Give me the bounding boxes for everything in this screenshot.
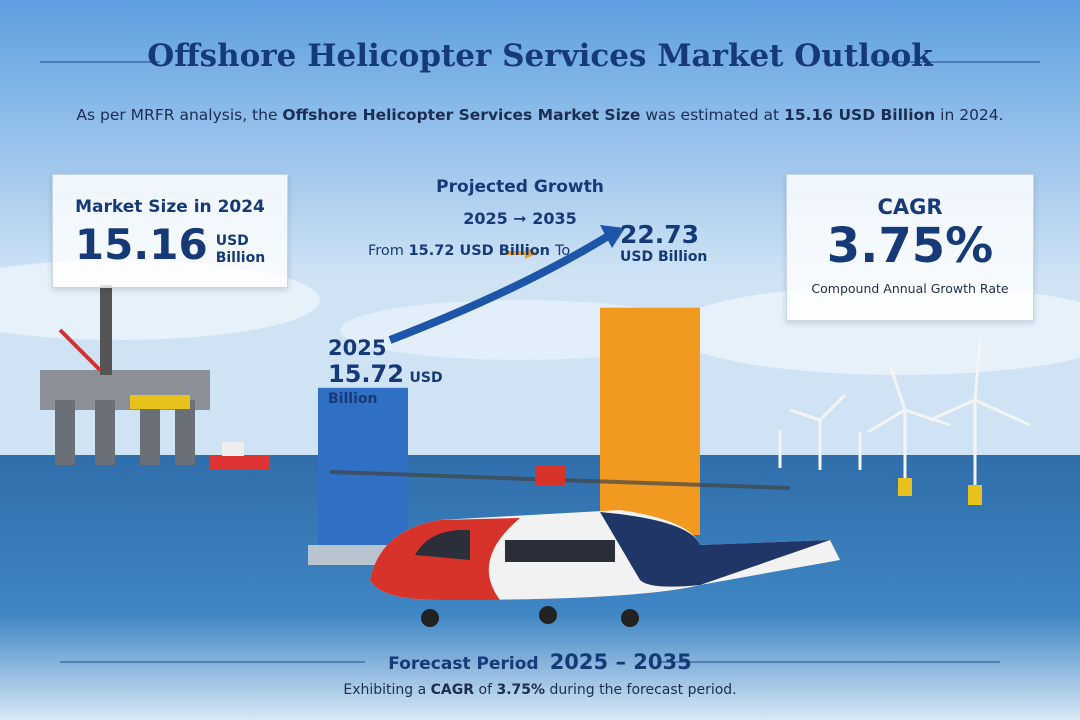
- subtitle: As per MRFR analysis, the Offshore Helic…: [0, 106, 1080, 124]
- bar-unit: USD Billion: [328, 369, 443, 407]
- text: 15.16 USD Billion: [784, 106, 936, 124]
- forecast: Forecast Period 2025 – 2035: [0, 650, 1080, 674]
- cagr-card: CAGR 3.75% Compound Annual Growth Rate: [786, 174, 1034, 321]
- bar-label: 22.73 USD Billion: [620, 220, 730, 265]
- card-heading: Market Size in 2024: [75, 197, 265, 217]
- footer-note: Exhibiting a CAGR of 3.75% during the fo…: [0, 682, 1080, 698]
- card-caption: Compound Annual Growth Rate: [811, 281, 1009, 296]
- growth-from: From 15.72 USD Billion: [368, 243, 550, 259]
- unit: USD: [215, 233, 249, 249]
- growth-heading: Projected Growth: [436, 177, 604, 197]
- bar-label: 2025 15.72 USD Billion: [328, 336, 488, 407]
- ship: [210, 442, 270, 469]
- bar: [318, 387, 408, 545]
- growth-years: 2025 ➞ 2035: [463, 209, 577, 228]
- card-value: 3.75%: [826, 218, 994, 274]
- oil-rig: [40, 285, 210, 465]
- helicopter: [329, 466, 840, 627]
- title: Offshore Helicopter Services Market Outl…: [147, 38, 933, 74]
- text: Offshore Helicopter Services Market Size: [282, 106, 641, 124]
- text: 2035: [532, 209, 577, 228]
- text: 2025: [463, 209, 508, 228]
- bar-value: 22.73: [620, 220, 700, 249]
- market-size-card: Market Size in 2024 15.16 USD Billion: [52, 174, 288, 288]
- text: 3.75%: [496, 682, 546, 698]
- text: CAGR: [430, 682, 475, 698]
- wind-turbines: [778, 339, 1031, 505]
- card-heading: CAGR: [877, 195, 943, 219]
- bar-unit: USD Billion: [620, 249, 708, 265]
- text: was estimated at: [640, 106, 785, 124]
- growth-to: To: [555, 243, 571, 259]
- text: Forecast Period: [388, 654, 539, 674]
- text: of: [474, 682, 497, 698]
- card-value: 15.16: [74, 220, 208, 269]
- text: As per MRFR analysis, the: [76, 106, 283, 124]
- bar-value: 15.72: [328, 359, 404, 388]
- text: during the forecast period.: [545, 682, 737, 698]
- text: From: [368, 243, 409, 259]
- text: Exhibiting a: [343, 682, 431, 698]
- text: in 2024.: [935, 106, 1004, 124]
- bar: [600, 307, 700, 535]
- text: 15.72 USD Billion: [408, 243, 550, 259]
- bar-year: 2025: [328, 335, 387, 360]
- text: 2025 – 2035: [549, 650, 692, 674]
- unit: Billion: [215, 250, 266, 266]
